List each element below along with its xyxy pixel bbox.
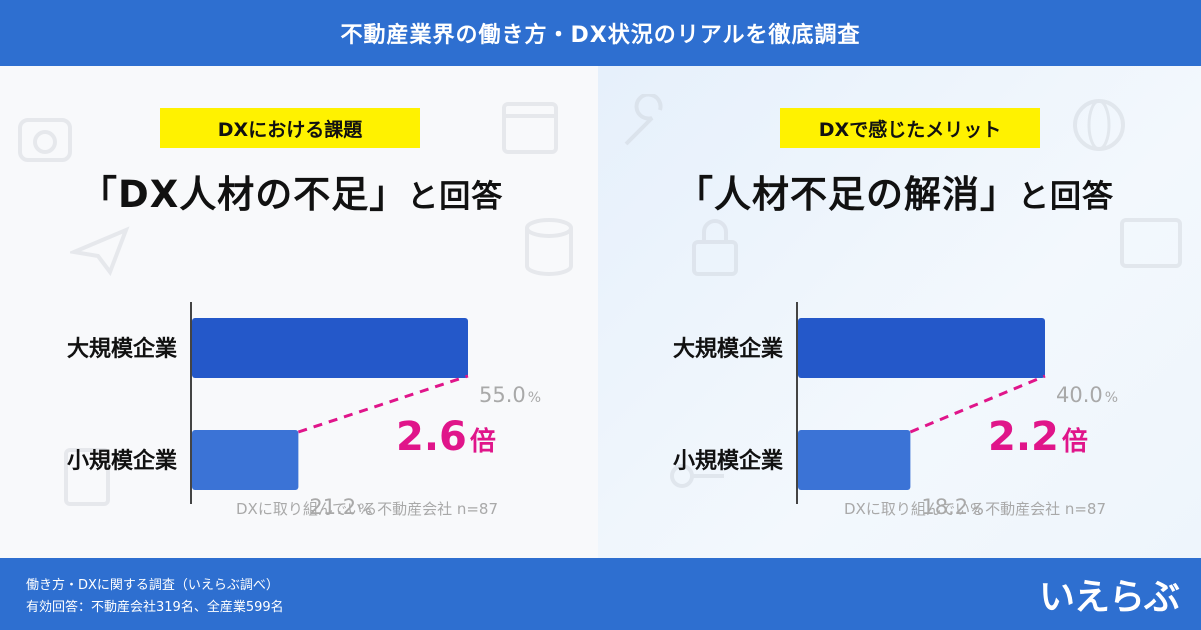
document-icon [64, 448, 110, 506]
left-bar-chart: 大規模企業 55.0 % 小規模企業 21.2 % 2.6 倍 [67, 302, 541, 519]
right-headline-main: 「人材不足の解消」 [676, 173, 1018, 216]
paper-plane-icon [70, 226, 130, 276]
globe-icon [1073, 99, 1125, 151]
right-multiplier: 2.2 倍 [988, 414, 1088, 460]
right-headline: 「人材不足の解消」と回答 [676, 164, 1114, 218]
left-headline: 「DX人材の不足」と回答 [80, 164, 503, 218]
left-value-label-2: 21.2% [309, 495, 371, 519]
right-bar-2 [798, 430, 911, 490]
right-bar-1 [798, 318, 1045, 378]
right-dashed-connector [909, 374, 1046, 434]
left-multiplier: 2.6 倍 [396, 414, 496, 460]
left-headline-main: 「DX人材の不足」 [80, 173, 408, 216]
left-bar-1 [192, 318, 468, 378]
right-bar-chart: 大規模企業 40.0 % 小規模企業 18.2 % 2.2 倍 [673, 302, 1118, 519]
database-icon [525, 218, 573, 276]
key-icon [670, 464, 724, 488]
right-topic-tag-label: DXで感じたメリット [818, 118, 1002, 141]
left-value-label-1: 55.0% [479, 383, 541, 407]
phone-icon [18, 118, 72, 162]
left-dashed-connector [297, 374, 469, 434]
browser-window-icon [502, 102, 558, 154]
footer-bar: 働き方・DXに関する調査（いえらぶ調べ） 有効回答：不動産会社319名、全産業5… [0, 558, 1201, 630]
right-topic-tag: DXで感じたメリット [780, 108, 1040, 148]
left-sample-note: DXに取り組んでいる不動産会社 n=87 [236, 500, 499, 518]
right-sample-note: DXに取り組んでいる不動産会社 n=87 [844, 500, 1107, 518]
right-value-label-2: 18.2% [921, 495, 983, 519]
left-category-label-2: 小規模企業 [67, 448, 178, 474]
wrench-icon [624, 94, 663, 146]
right-category-label-1: 大規模企業 [673, 336, 784, 362]
ierabu-logo: いえらぶ [1039, 572, 1180, 618]
header-bar: 不動産業界の働き方・DX状況のリアルを徹底調査 [0, 0, 1201, 66]
right-panel: DXで感じたメリット 「人材不足の解消」と回答 大規模企業 40.0% 小規模企業 1… [598, 66, 1201, 558]
left-category-label-1: 大規模企業 [67, 336, 178, 362]
left-topic-tag: DXにおける課題 [160, 108, 420, 148]
valid-responses: 有効回答：不動産会社319名、全産業599名 [26, 600, 284, 615]
page-title: 不動産業界の働き方・DX状況のリアルを徹底調査 [340, 23, 861, 48]
left-panel: DXにおける課題 「DX人材の不足」と回答 大規模企業 55.0% 小規模企業 21.… [0, 66, 598, 558]
right-value-label-1: 40.0% [1056, 383, 1118, 407]
lock-icon [692, 219, 738, 276]
right-category-label-2: 小規模企業 [673, 448, 784, 474]
right-headline-suffix: と回答 [1018, 179, 1114, 215]
ierabu-logo-text: いえらぶ [1038, 577, 1180, 618]
id-card-icon [1120, 218, 1182, 268]
left-bar-2 [192, 430, 299, 490]
survey-source: 働き方・DXに関する調査（いえらぶ調べ） [26, 578, 279, 593]
left-headline-suffix: と回答 [407, 179, 504, 215]
left-topic-tag-label: DXにおける課題 [217, 118, 363, 141]
